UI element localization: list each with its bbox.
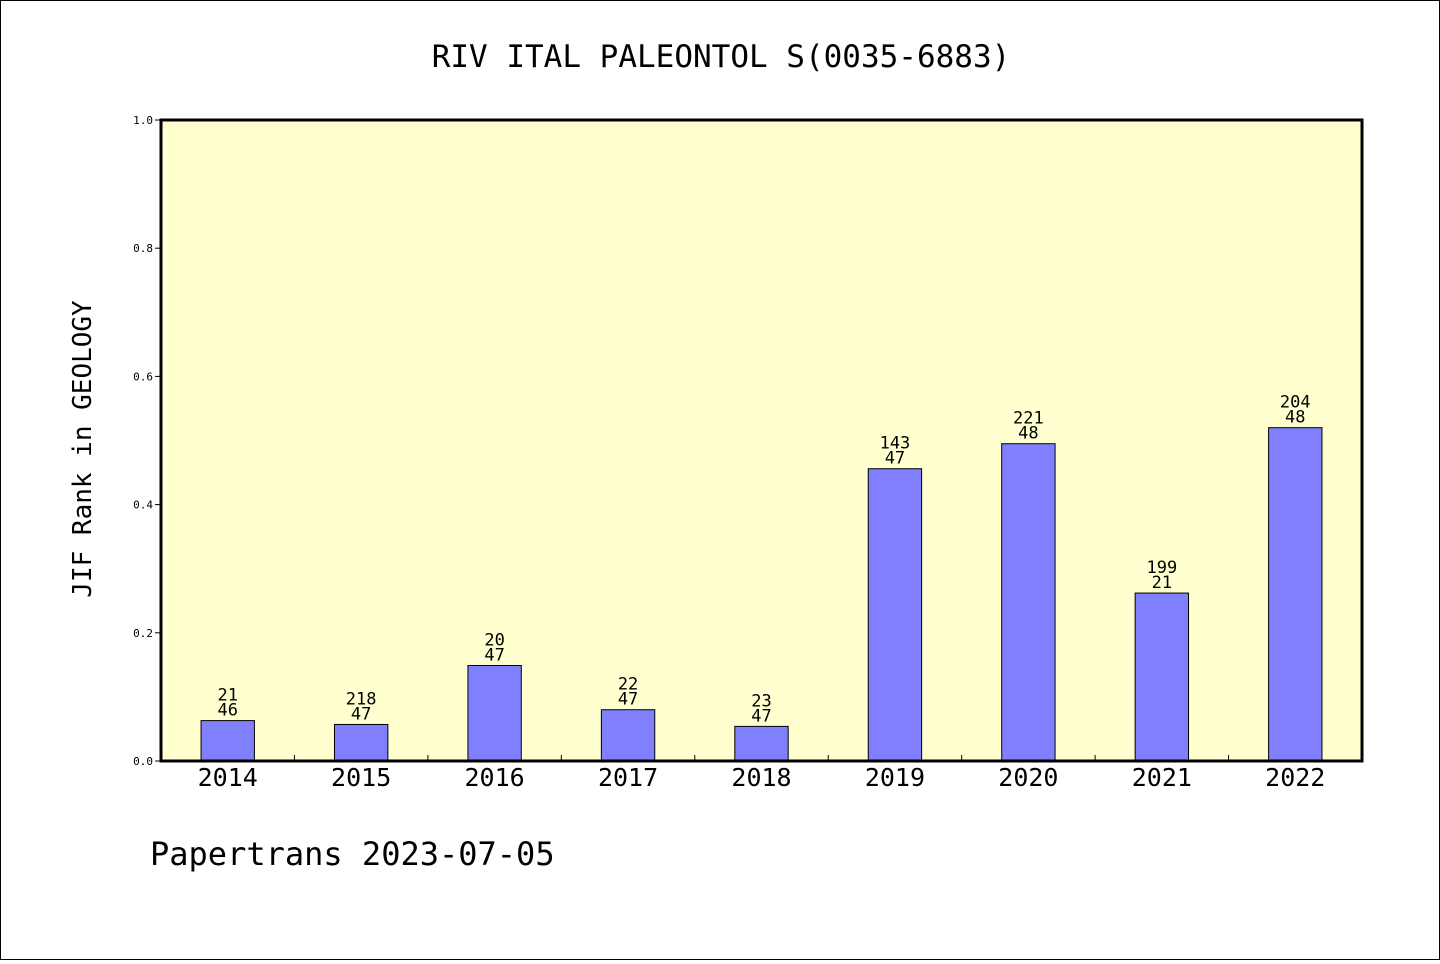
bar-rank-label: 22 <box>618 675 638 695</box>
x-tick-label: 2014 <box>198 763 258 792</box>
bar-rank-label: 143 <box>880 434 911 454</box>
x-tick-label: 2018 <box>731 763 791 792</box>
x-tick-label: 2022 <box>1265 763 1325 792</box>
x-tick-label: 2016 <box>465 763 525 792</box>
bar-total-label: 47 <box>351 704 371 724</box>
y-tick-label: 0.4 <box>133 499 153 512</box>
bar-2020 <box>1001 443 1056 762</box>
chart-title: RIV ITAL PALEONTOL S(0035-6883) <box>432 39 1011 75</box>
bar-2022 <box>1268 427 1323 762</box>
bar-rank-label: 204 <box>1280 393 1311 413</box>
bar-total-label: 47 <box>618 690 638 710</box>
bar-total-label: 46 <box>217 701 237 721</box>
bar-2014 <box>200 720 255 762</box>
bar-total-label: 48 <box>1285 408 1305 428</box>
x-tick-label: 2015 <box>331 763 391 792</box>
plot-border <box>159 118 1364 763</box>
y-tick-label: 0.2 <box>133 627 153 640</box>
bar-total-label: 48 <box>1018 424 1038 444</box>
bar-2017 <box>600 709 656 762</box>
bar-2018 <box>734 725 789 762</box>
bar-2016 <box>467 664 522 762</box>
y-tick-label: 1.0 <box>133 114 153 127</box>
x-tick-label: 2017 <box>598 763 658 792</box>
bar-2015 <box>333 723 389 762</box>
bar-total-label: 47 <box>751 706 771 726</box>
y-tick-label: 0.6 <box>133 370 153 383</box>
bar-rank-label: 199 <box>1146 558 1177 578</box>
bar-rank-label: 221 <box>1013 409 1044 429</box>
bar-total-label: 21 <box>1152 573 1172 593</box>
bar-rank-label: 20 <box>484 630 504 650</box>
y-tick-label: 0.8 <box>133 242 153 255</box>
bar-total-label: 47 <box>885 449 905 469</box>
bar-2019 <box>867 468 923 762</box>
x-tick-label: 2021 <box>1132 763 1192 792</box>
x-tick-label: 2020 <box>998 763 1058 792</box>
bar-total-label: 47 <box>484 645 504 665</box>
bar-rank-label: 23 <box>751 691 771 711</box>
y-tick-label: 0.0 <box>133 755 153 768</box>
x-axis-ticks: 2014 2015 2016 2017 2018 2019 2020 2021 2022 <box>198 755 1325 792</box>
bar-2021 <box>1134 592 1190 762</box>
footer-text: Papertrans 2023-07-05 <box>150 835 555 873</box>
y-axis-label: JIF Rank in GEOLOGY <box>68 300 98 598</box>
x-tick-label: 2019 <box>865 763 925 792</box>
y-axis-ticks: 0.0 0.2 0.4 0.6 0.8 1.0 <box>133 114 161 768</box>
bar-rank-label: 21 <box>217 686 237 706</box>
bar-rank-label: 218 <box>346 689 377 709</box>
